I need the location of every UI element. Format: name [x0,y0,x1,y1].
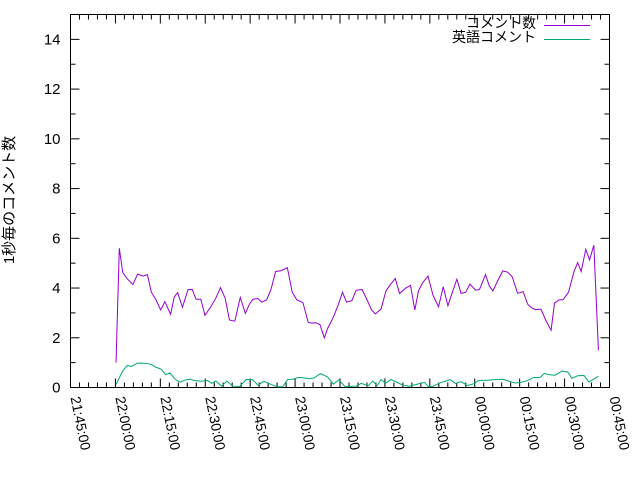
svg-text:1秒毎のコメント数: 1秒毎のコメント数 [1,136,18,264]
svg-text:12: 12 [44,81,61,98]
svg-text:10: 10 [44,131,61,148]
svg-text:8: 8 [52,181,60,198]
svg-text:0: 0 [52,380,60,397]
svg-text:英語コメント: 英語コメント [452,29,536,45]
svg-text:14: 14 [44,31,61,48]
svg-text:6: 6 [52,230,60,247]
svg-text:2: 2 [52,330,60,347]
svg-text:4: 4 [52,280,60,297]
